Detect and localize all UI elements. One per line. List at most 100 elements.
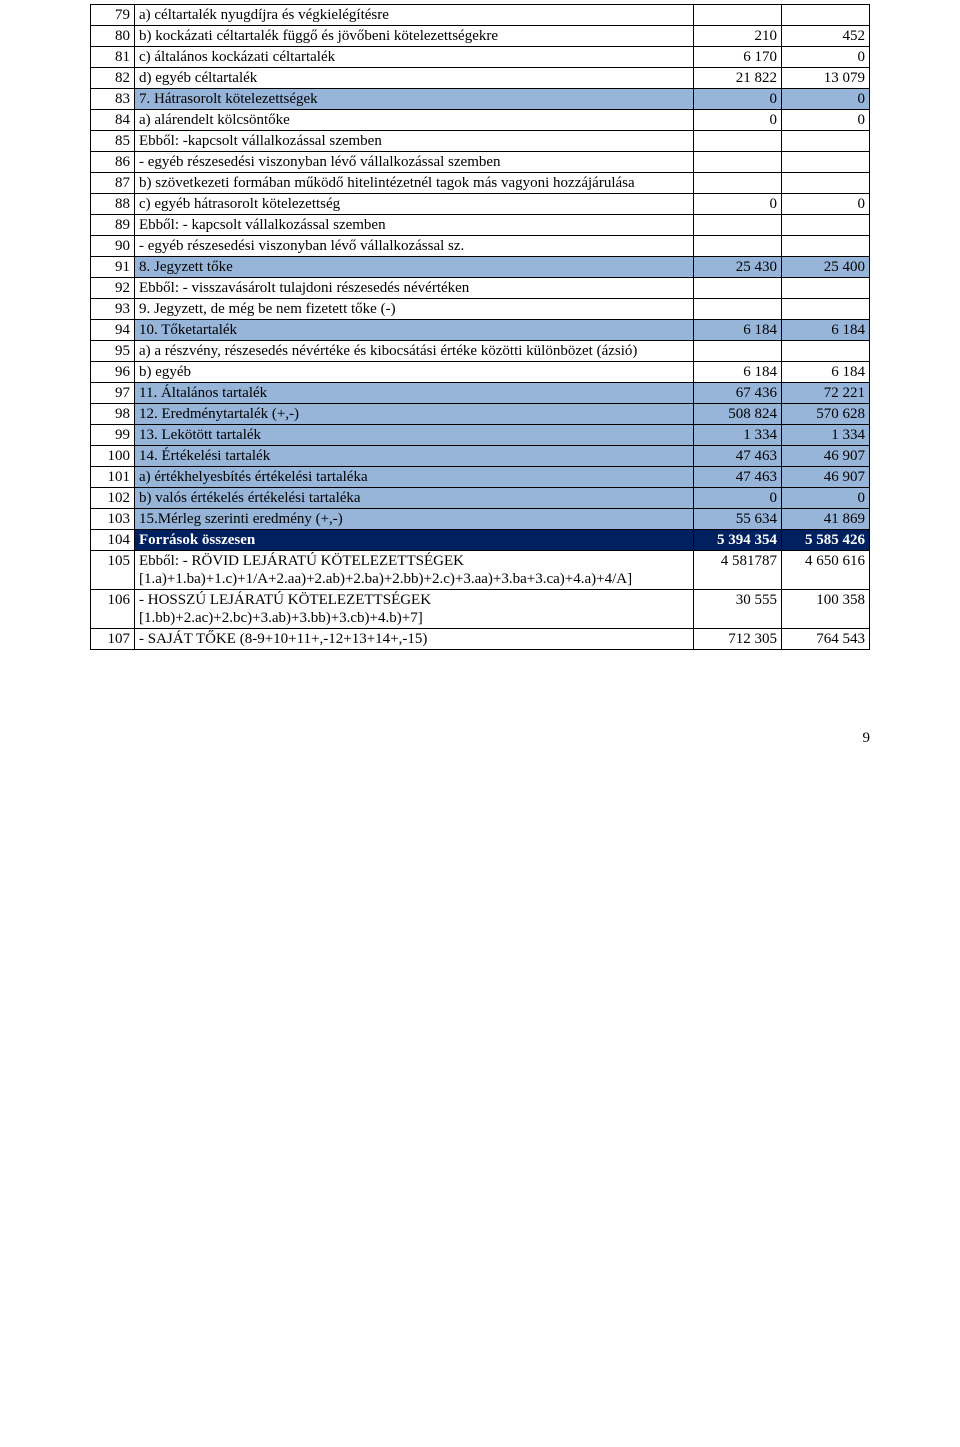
row-value-2: 0 — [782, 47, 870, 68]
row-value-1: 0 — [694, 488, 782, 509]
row-label: 7. Hátrasorolt kötelezettségek — [135, 89, 694, 110]
row-label: Ebből: - visszavásárolt tulajdoni részes… — [135, 278, 694, 299]
row-label: - SAJÁT TŐKE (8-9+10+11+,-12+13+14+,-15) — [135, 629, 694, 650]
row-value-2: 452 — [782, 26, 870, 47]
row-value-2 — [782, 299, 870, 320]
table-row: 106 - HOSSZÚ LEJÁRATÚ KÖTELEZETTSÉGEK [1… — [91, 590, 870, 629]
table-row: 85 Ebből: -kapcsolt vállalkozással szemb… — [91, 131, 870, 152]
row-number: 107 — [91, 629, 135, 650]
row-number: 106 — [91, 590, 135, 629]
table-row: 105 Ebből: - RÖVID LEJÁRATÚ KÖTELEZETTSÉ… — [91, 551, 870, 590]
row-value-1 — [694, 341, 782, 362]
table-row: 95 a) a részvény, részesedés névértéke é… — [91, 341, 870, 362]
row-value-1: 1 334 — [694, 425, 782, 446]
table-row: 96 b) egyéb6 1846 184 — [91, 362, 870, 383]
row-value-2: 4 650 616 — [782, 551, 870, 590]
table-row: 87 b) szövetkezeti formában működő hitel… — [91, 173, 870, 194]
table-row: 918. Jegyzett tőke25 43025 400 — [91, 257, 870, 278]
row-value-1: 30 555 — [694, 590, 782, 629]
row-label: 15.Mérleg szerinti eredmény (+,-) — [135, 509, 694, 530]
row-value-2: 46 907 — [782, 446, 870, 467]
row-number: 80 — [91, 26, 135, 47]
row-number: 87 — [91, 173, 135, 194]
row-label: b) kockázati céltartalék függő és jövőbe… — [135, 26, 694, 47]
row-number: 81 — [91, 47, 135, 68]
row-value-1: 0 — [694, 89, 782, 110]
row-number: 89 — [91, 215, 135, 236]
row-value-1: 508 824 — [694, 404, 782, 425]
row-label: 13. Lekötött tartalék — [135, 425, 694, 446]
row-value-1: 5 394 354 — [694, 530, 782, 551]
row-value-2: 0 — [782, 194, 870, 215]
row-number: 101 — [91, 467, 135, 488]
row-label: 9. Jegyzett, de még be nem fizetett tőke… — [135, 299, 694, 320]
row-number: 105 — [91, 551, 135, 590]
table-row: 10315.Mérleg szerinti eredmény (+,-)55 6… — [91, 509, 870, 530]
table-row: 89 Ebből: - kapcsolt vállalkozással szem… — [91, 215, 870, 236]
row-value-1: 712 305 — [694, 629, 782, 650]
row-value-2 — [782, 131, 870, 152]
row-number: 93 — [91, 299, 135, 320]
row-value-1 — [694, 278, 782, 299]
row-value-1 — [694, 236, 782, 257]
row-number: 91 — [91, 257, 135, 278]
row-label: - egyéb részesedési viszonyban lévő váll… — [135, 236, 694, 257]
row-value-2: 0 — [782, 110, 870, 131]
row-number: 85 — [91, 131, 135, 152]
row-value-2: 46 907 — [782, 467, 870, 488]
row-value-2 — [782, 278, 870, 299]
row-label: 8. Jegyzett tőke — [135, 257, 694, 278]
table-row: 101 a) értékhelyesbítés értékelési tarta… — [91, 467, 870, 488]
row-value-2: 25 400 — [782, 257, 870, 278]
row-number: 103 — [91, 509, 135, 530]
row-label: a) alárendelt kölcsöntőke — [135, 110, 694, 131]
table-row: 88 c) egyéb hátrasorolt kötelezettség00 — [91, 194, 870, 215]
row-label: 14. Értékelési tartalék — [135, 446, 694, 467]
row-number: 94 — [91, 320, 135, 341]
table-row: 79 a) céltartalék nyugdíjra és végkielég… — [91, 5, 870, 26]
row-value-2 — [782, 236, 870, 257]
row-value-2: 570 628 — [782, 404, 870, 425]
table-row: 80 b) kockázati céltartalék függő és jöv… — [91, 26, 870, 47]
row-number: 99 — [91, 425, 135, 446]
table-row: 84 a) alárendelt kölcsöntőke00 — [91, 110, 870, 131]
row-value-2: 1 334 — [782, 425, 870, 446]
row-value-1 — [694, 215, 782, 236]
row-label: Ebből: - RÖVID LEJÁRATÚ KÖTELEZETTSÉGEK … — [135, 551, 694, 590]
table-row: 86 - egyéb részesedési viszonyban lévő v… — [91, 152, 870, 173]
row-label: a) a részvény, részesedés névértéke és k… — [135, 341, 694, 362]
row-label: b) egyéb — [135, 362, 694, 383]
row-value-1: 6 184 — [694, 320, 782, 341]
row-number: 82 — [91, 68, 135, 89]
row-value-1: 6 184 — [694, 362, 782, 383]
row-value-1 — [694, 299, 782, 320]
row-label: a) értékhelyesbítés értékelési tartaléka — [135, 467, 694, 488]
row-label: Ebből: - kapcsolt vállalkozással szemben — [135, 215, 694, 236]
row-value-1 — [694, 173, 782, 194]
row-number: 88 — [91, 194, 135, 215]
row-number: 92 — [91, 278, 135, 299]
row-value-2 — [782, 152, 870, 173]
row-value-1 — [694, 131, 782, 152]
row-number: 84 — [91, 110, 135, 131]
row-label: - HOSSZÚ LEJÁRATÚ KÖTELEZETTSÉGEK [1.bb)… — [135, 590, 694, 629]
row-number: 90 — [91, 236, 135, 257]
row-label: a) céltartalék nyugdíjra és végkielégíté… — [135, 5, 694, 26]
row-value-2: 6 184 — [782, 320, 870, 341]
row-label: 12. Eredménytartalék (+,-) — [135, 404, 694, 425]
row-value-2 — [782, 173, 870, 194]
row-value-1: 0 — [694, 110, 782, 131]
table-row: 107 - SAJÁT TŐKE (8-9+10+11+,-12+13+14+,… — [91, 629, 870, 650]
row-value-2: 13 079 — [782, 68, 870, 89]
row-value-2: 5 585 426 — [782, 530, 870, 551]
row-label: b) szövetkezeti formában működő hitelint… — [135, 173, 694, 194]
table-row: 81 c) általános kockázati céltartalék6 1… — [91, 47, 870, 68]
balance-sheet-table: 79 a) céltartalék nyugdíjra és végkielég… — [90, 4, 870, 650]
row-value-2 — [782, 215, 870, 236]
page-number: 9 — [90, 650, 870, 747]
row-value-1: 0 — [694, 194, 782, 215]
row-value-2: 6 184 — [782, 362, 870, 383]
row-value-1: 47 463 — [694, 446, 782, 467]
table-row: 939. Jegyzett, de még be nem fizetett tő… — [91, 299, 870, 320]
table-row: 9410. Tőketartalék6 1846 184 — [91, 320, 870, 341]
